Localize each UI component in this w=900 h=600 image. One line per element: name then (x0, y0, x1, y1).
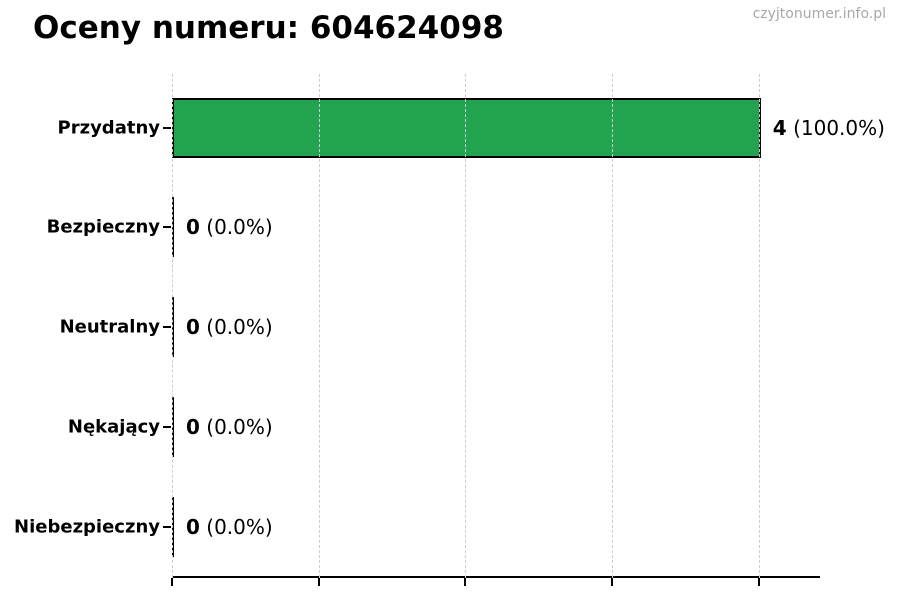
bar-row: Bezpieczny 0 (0.0%) (47, 197, 820, 257)
category-label: Bezpieczny (46, 216, 160, 238)
gridline (612, 74, 613, 578)
y-axis-tick (163, 426, 171, 428)
value-count: 0 (186, 215, 200, 239)
y-axis-tick (163, 127, 171, 129)
value-label: 4 (100.0%) (773, 116, 885, 140)
value-label: 0 (0.0%) (186, 415, 273, 439)
bar-row: Neutralny 0 (0.0%) (60, 297, 820, 357)
gridline (318, 74, 320, 578)
category-label: Przydatny (57, 117, 160, 139)
bar (172, 98, 761, 158)
value-count: 0 (186, 315, 200, 339)
value-percent: (0.0%) (206, 515, 273, 539)
bar (172, 497, 174, 557)
value-percent: (0.0%) (206, 415, 273, 439)
value-label: 0 (0.0%) (186, 315, 273, 339)
bar (172, 197, 174, 257)
category-label: Neutralny (59, 316, 160, 338)
plot-area: Przydatny 4 (100.0%) Bezpieczny 0 (0.0%)… (14, 72, 885, 586)
y-axis-tick (163, 526, 171, 528)
y-axis-tick (163, 226, 171, 228)
value-percent: (0.0%) (206, 315, 273, 339)
gridline (172, 74, 173, 578)
x-axis-line (172, 576, 820, 578)
gridline (758, 74, 760, 578)
page-title: Oceny numeru: 604624098 (33, 10, 504, 46)
bar-row: Niebezpieczny 0 (0.0%) (14, 497, 820, 557)
value-percent: (100.0%) (793, 116, 885, 140)
value-count: 4 (772, 116, 787, 140)
x-axis-tick (171, 578, 173, 586)
x-axis-tick (464, 578, 467, 586)
watermark: czyjtonumer.info.pl (752, 6, 886, 22)
y-axis-tick (163, 326, 171, 328)
category-label: Nękający (67, 416, 160, 438)
value-count: 0 (186, 515, 200, 539)
x-axis-tick (757, 578, 760, 586)
value-count: 0 (186, 415, 200, 439)
value-label: 0 (0.0%) (186, 515, 273, 539)
category-label: Niebezpieczny (14, 516, 160, 538)
value-percent: (0.0%) (206, 215, 273, 239)
gridline (465, 74, 467, 578)
x-axis-tick (317, 578, 320, 586)
x-axis-tick (611, 578, 613, 586)
value-label: 0 (0.0%) (186, 215, 273, 239)
bar (172, 397, 174, 457)
bar-row: Przydatny 4 (100.0%) (58, 98, 885, 158)
bar-row: Nękający 0 (0.0%) (68, 397, 820, 457)
bar (172, 297, 174, 357)
